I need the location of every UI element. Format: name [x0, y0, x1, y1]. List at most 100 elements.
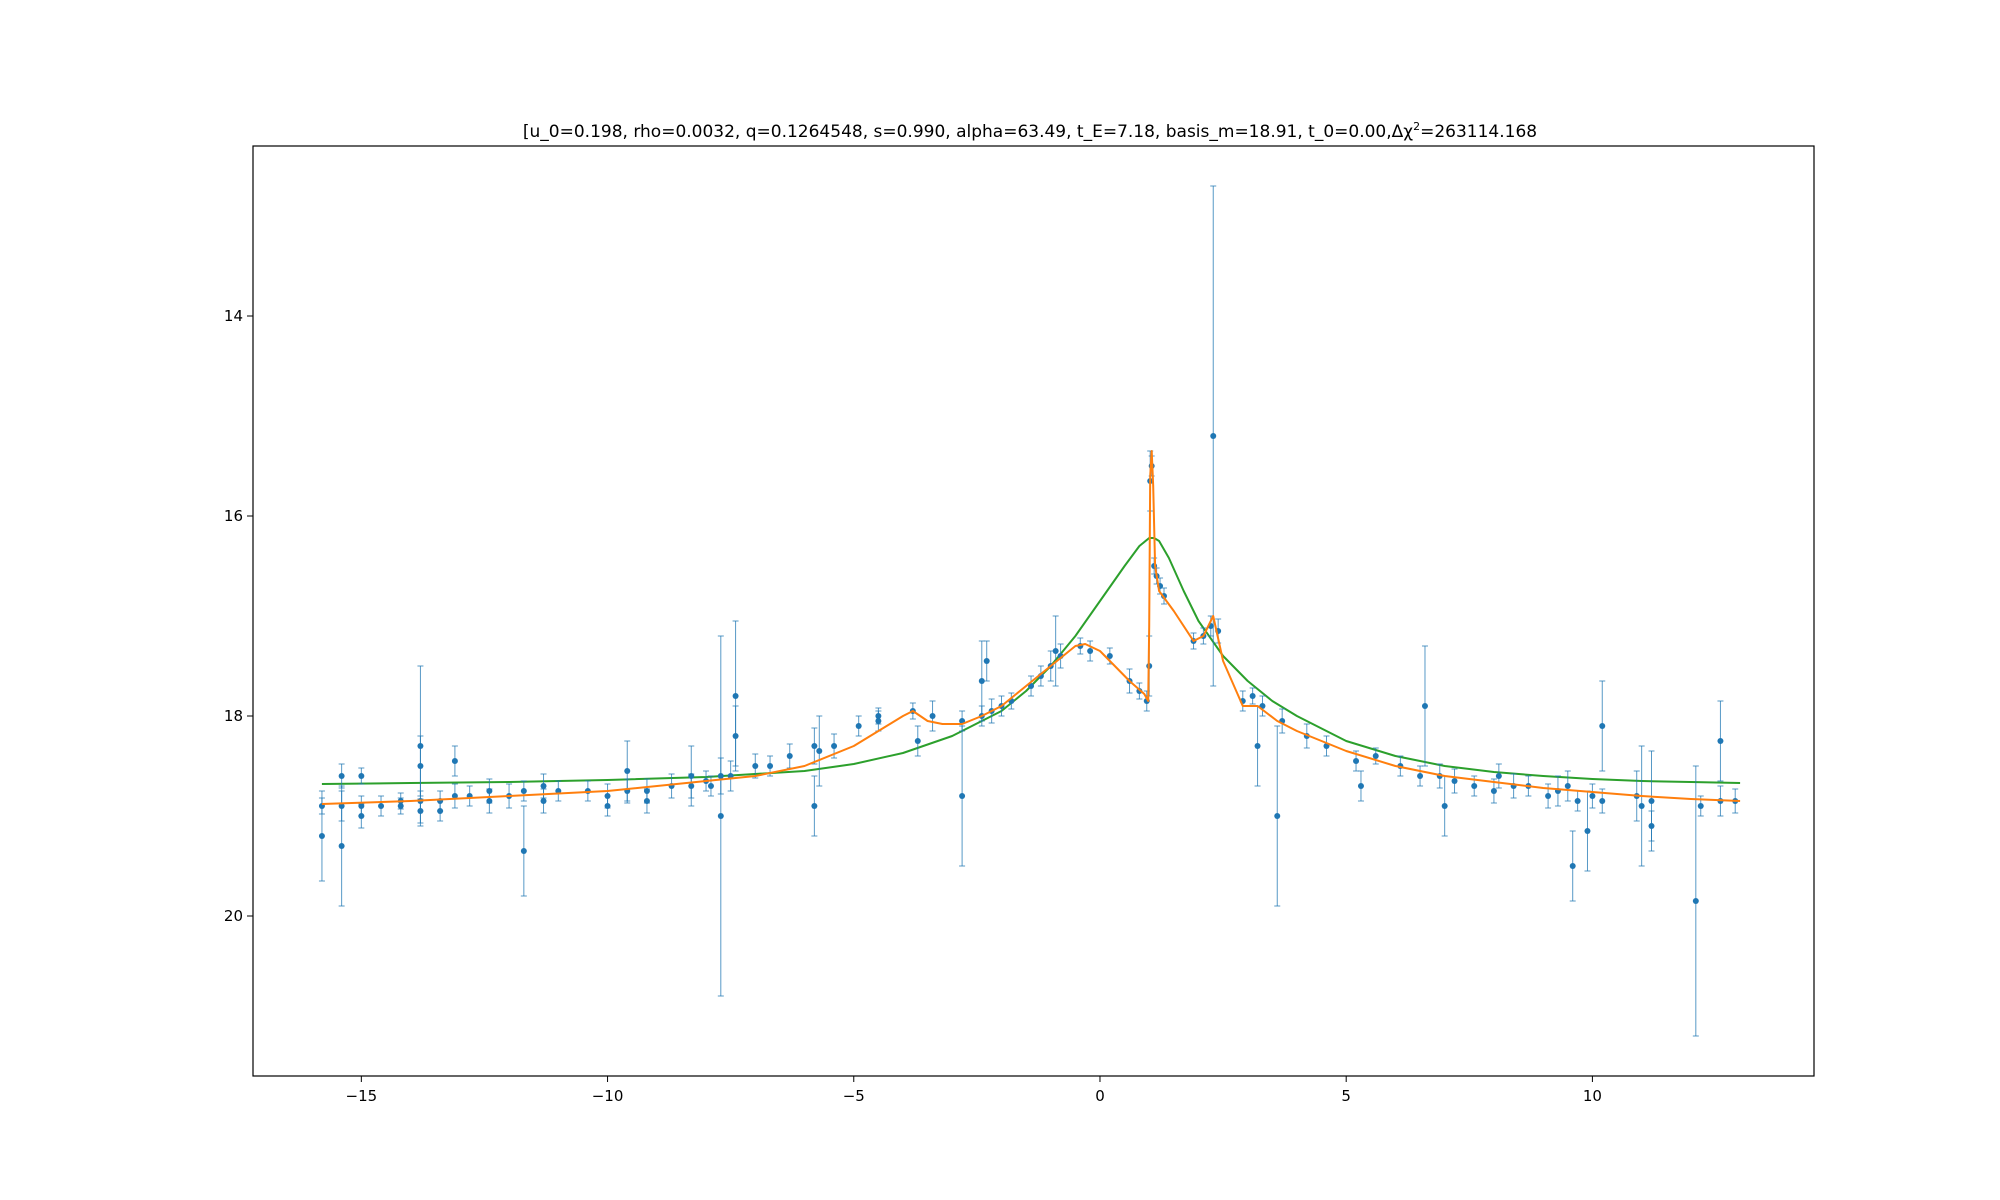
data-marker — [811, 803, 818, 809]
data-marker — [1564, 783, 1571, 789]
data-point — [604, 795, 611, 817]
data-point — [1589, 783, 1596, 809]
data-point — [1417, 765, 1424, 787]
data-marker — [338, 773, 345, 779]
y-tick-label: 14 — [224, 307, 243, 325]
data-marker — [358, 813, 365, 819]
data-marker — [1028, 683, 1035, 689]
data-marker — [1274, 813, 1281, 819]
data-marker — [767, 763, 774, 769]
data-marker — [831, 743, 838, 749]
data-point — [1323, 735, 1330, 757]
data-marker — [1589, 793, 1596, 799]
data-marker — [816, 748, 823, 754]
data-point — [1210, 185, 1217, 687]
data-point — [520, 780, 527, 802]
data-marker — [397, 803, 404, 809]
data-marker — [1697, 803, 1704, 809]
data-point — [1648, 750, 1655, 852]
data-marker — [318, 833, 325, 839]
data-point — [1441, 775, 1448, 837]
data-marker — [1692, 898, 1699, 904]
data-point — [520, 805, 527, 897]
data-marker — [707, 783, 714, 789]
point-lens-model-curve — [321, 537, 1741, 785]
data-point — [855, 715, 862, 737]
data-marker — [604, 803, 611, 809]
data-marker — [1372, 753, 1379, 759]
data-marker — [1451, 778, 1458, 784]
data-point — [1495, 763, 1502, 789]
data-marker — [1210, 433, 1217, 439]
y-tick-label: 16 — [224, 507, 243, 525]
data-point — [1574, 790, 1581, 812]
data-point — [1510, 773, 1517, 799]
data-point — [1259, 695, 1266, 717]
data-marker — [929, 713, 936, 719]
data-point — [1564, 770, 1571, 802]
data-point — [1249, 687, 1256, 705]
data-marker — [1717, 738, 1724, 744]
data-point — [378, 795, 385, 817]
data-marker — [437, 808, 444, 814]
data-point — [1717, 700, 1724, 782]
data-point — [1554, 775, 1561, 807]
data-point — [1028, 675, 1035, 697]
data-point — [1372, 747, 1379, 765]
data-point — [358, 767, 365, 785]
data-point — [358, 803, 365, 829]
data-point — [338, 785, 345, 907]
data-point — [1638, 745, 1645, 867]
data-marker — [732, 733, 739, 739]
binary-model-curve — [321, 450, 1741, 805]
y-axis: 14 16 18 20 — [224, 307, 253, 925]
x-tick-label: −15 — [346, 1087, 378, 1105]
y-tick-label: 20 — [224, 907, 243, 925]
data-point — [1279, 708, 1286, 734]
data-marker — [1574, 798, 1581, 804]
data-point — [978, 640, 985, 722]
data-marker — [486, 798, 493, 804]
data-marker — [752, 763, 759, 769]
data-marker — [978, 678, 985, 684]
data-point — [555, 780, 562, 802]
data-point — [643, 788, 650, 814]
data-marker — [643, 798, 650, 804]
data-marker — [1052, 648, 1059, 654]
data-point — [540, 788, 547, 814]
data-point — [707, 775, 714, 797]
data-marker — [451, 793, 458, 799]
data-point — [1274, 725, 1281, 907]
observations-layer — [318, 185, 1739, 1037]
data-marker — [1421, 703, 1428, 709]
data-point — [624, 778, 631, 804]
plot-area — [318, 185, 1741, 1037]
data-marker — [624, 768, 631, 774]
x-tick-label: −10 — [592, 1087, 624, 1105]
data-marker — [540, 798, 547, 804]
chart-title: [u_0=0.198, rho=0.0032, q=0.1264548, s=0… — [523, 120, 1537, 142]
data-point — [1421, 645, 1428, 767]
data-point — [914, 725, 921, 757]
binary-model-layer — [321, 450, 1741, 805]
data-marker — [520, 848, 527, 854]
data-marker — [1545, 793, 1552, 799]
data-marker — [1569, 863, 1576, 869]
data-point — [929, 700, 936, 732]
data-marker — [451, 758, 458, 764]
data-point — [752, 753, 759, 779]
data-point — [688, 773, 695, 799]
data-point — [1052, 615, 1059, 687]
data-point — [786, 743, 793, 769]
title-segment: χ — [1403, 122, 1413, 142]
x-tick-label: 10 — [1583, 1087, 1602, 1105]
x-tick-label: 5 — [1341, 1087, 1351, 1105]
data-marker — [1353, 758, 1360, 764]
data-point — [816, 715, 823, 787]
data-marker — [338, 843, 345, 849]
data-point — [1599, 680, 1606, 772]
data-marker — [540, 783, 547, 789]
data-marker — [520, 788, 527, 794]
data-marker — [1106, 653, 1113, 659]
data-point — [732, 705, 739, 767]
